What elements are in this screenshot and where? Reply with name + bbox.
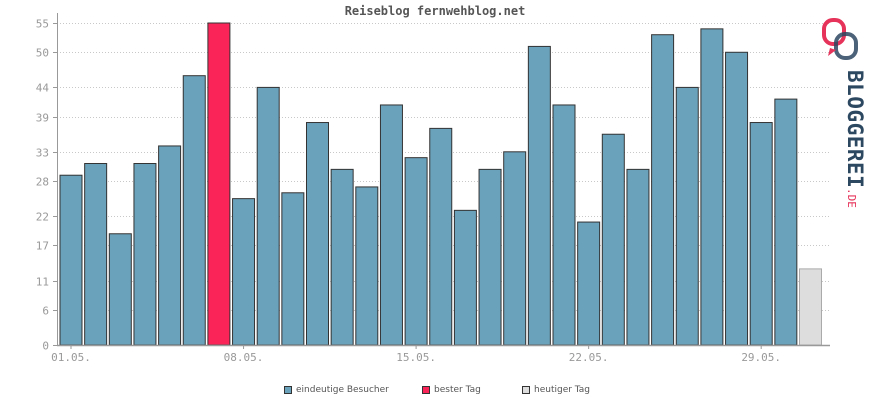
y-tick-label: 22	[36, 211, 49, 224]
bar	[749, 122, 773, 346]
legend-swatch	[522, 386, 530, 394]
x-tick-label: 22.05.	[569, 351, 609, 364]
legend-item: heutiger Tag	[522, 385, 590, 395]
y-tick-label: 39	[36, 112, 49, 125]
bar	[478, 168, 502, 346]
bar	[133, 163, 157, 346]
bar	[774, 98, 798, 346]
x-tick-label: 08.05.	[224, 351, 264, 364]
bar	[306, 122, 329, 346]
bar-chart: 0 6 11 17 22 28 33 39 44 50 55 01.05. 08.05. 15.05. 22…	[36, 13, 830, 364]
bloggerei-logo: BLOGGEREI .DE	[800, 0, 870, 230]
y-tick-label: 44	[36, 82, 50, 95]
bar	[84, 163, 108, 346]
bar	[232, 198, 256, 346]
y-tick-label: 28	[36, 176, 49, 189]
bar	[651, 34, 675, 346]
bar	[503, 151, 527, 346]
bar-today	[799, 268, 822, 346]
chart-title: Reiseblog fernwehblog.net	[344, 4, 526, 18]
legend-swatch	[422, 386, 430, 394]
legend-label: heutiger Tag	[534, 385, 591, 395]
y-tick-label: 50	[36, 47, 49, 60]
bar	[281, 192, 305, 346]
bloggerei-wordmark: BLOGGEREI .DE	[843, 70, 867, 208]
legend-item: bester Tag	[422, 385, 481, 395]
y-tick-label: 33	[36, 147, 49, 160]
legend-label: bester Tag	[434, 385, 481, 395]
chart-legend: eindeutige Besucher bester Tag heutiger Ta…	[0, 385, 870, 399]
bar-best-day	[207, 22, 231, 346]
bar	[675, 86, 699, 346]
bar	[700, 28, 724, 346]
x-tick-label: 15.05.	[396, 351, 436, 364]
svg-text:BLOGGEREI: BLOGGEREI	[843, 70, 867, 188]
y-tick-label: 6	[42, 305, 49, 318]
bar	[330, 168, 354, 346]
svg-text:.DE: .DE	[845, 188, 858, 208]
x-tick-label: 01.05.	[51, 351, 91, 364]
bar	[355, 186, 379, 346]
legend-label: eindeutige Besucher	[296, 385, 389, 395]
bar	[626, 168, 650, 346]
bar	[158, 145, 182, 346]
bar	[527, 45, 551, 346]
bar	[429, 127, 453, 346]
y-tick-label: 17	[36, 240, 49, 253]
bar	[256, 86, 280, 346]
bloggerei-logo-icon	[822, 18, 858, 60]
bar	[379, 104, 403, 346]
bar	[182, 75, 206, 346]
y-tick-label: 11	[36, 276, 49, 289]
x-tick-label: 29.05.	[741, 351, 781, 364]
bar	[577, 221, 601, 346]
legend-swatch	[284, 386, 292, 394]
bar	[725, 51, 749, 346]
legend-item: eindeutige Besucher	[284, 385, 389, 395]
y-tick-label: 0	[42, 340, 49, 353]
bar	[59, 174, 83, 346]
bar	[404, 157, 428, 346]
y-tick-label: 55	[36, 18, 49, 31]
bar	[453, 209, 477, 346]
bar	[108, 233, 132, 346]
bar	[601, 133, 625, 346]
bar	[552, 104, 576, 346]
